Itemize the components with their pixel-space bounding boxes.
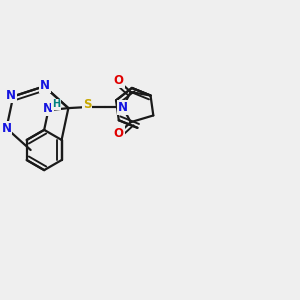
Text: O: O bbox=[114, 74, 124, 87]
Text: N: N bbox=[118, 100, 128, 114]
Text: N: N bbox=[44, 102, 53, 115]
Text: N: N bbox=[40, 79, 50, 92]
Text: O: O bbox=[114, 127, 124, 140]
Text: S: S bbox=[83, 98, 91, 111]
Text: N: N bbox=[2, 122, 11, 135]
Text: H: H bbox=[52, 99, 60, 109]
Text: N: N bbox=[6, 89, 16, 102]
